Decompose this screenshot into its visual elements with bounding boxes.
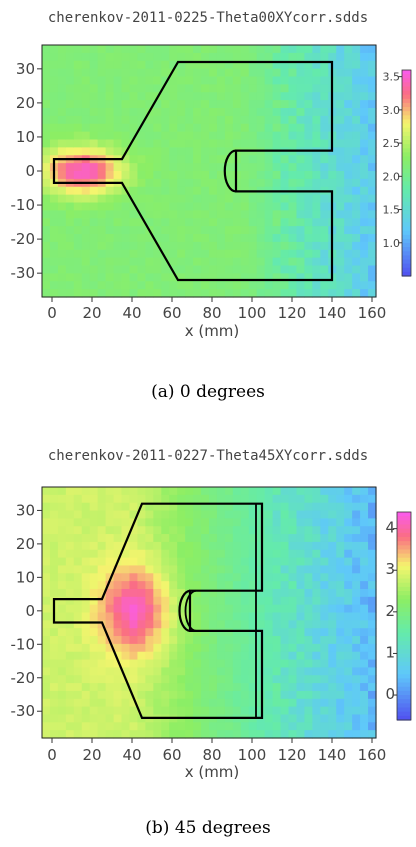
colorbar: 4 3 2 1 0 <box>385 511 412 721</box>
y-tick-label: -10 <box>11 635 36 653</box>
x-tick-label: 60 <box>162 304 181 322</box>
y-tick-label: 0 <box>25 162 35 180</box>
y-tick-label: 10 <box>16 128 35 146</box>
x-tick-label: 40 <box>122 746 141 764</box>
x-tick-label: 140 <box>318 746 347 764</box>
x-tick-label: 60 <box>162 746 181 764</box>
colorbar-tick-label: 3.5 <box>383 71 401 84</box>
heatmap-cells <box>42 487 377 739</box>
x-tick-label: 0 <box>47 304 57 322</box>
x-tick-label: 120 <box>278 304 307 322</box>
y-tick-label: 10 <box>16 568 35 586</box>
y-tick-label: 20 <box>16 535 35 553</box>
notch-curve <box>223 149 237 193</box>
x-axis-label: x (mm) <box>185 322 240 340</box>
chart-1: cherenkov-2011-0227-Theta45XYcorr.sdds 0 2… <box>11 448 412 781</box>
colorbar-tick-label: 1.5 <box>383 204 401 217</box>
x-tick-label: 100 <box>238 304 267 322</box>
colorbar-tick-label: 2.5 <box>383 137 401 150</box>
y-tick-label: -30 <box>11 702 36 720</box>
caption-a: (a) 0 degrees <box>151 382 265 402</box>
colorbar-tick-label: 4 <box>385 519 395 537</box>
heatmap-cells <box>42 45 377 298</box>
colorbar-tick-label: 0 <box>385 685 395 703</box>
chart-title: cherenkov-2011-0225-Theta00XYcorr.sdds <box>48 10 368 26</box>
caption-b: (b) 45 degrees <box>145 818 271 838</box>
x-tick-label: 140 <box>318 304 347 322</box>
chart-0: cherenkov-2011-0225-Theta00XYcorr.sdds 0 2… <box>11 10 412 340</box>
colorbar-tick-label: 2.0 <box>383 170 401 183</box>
x-tick-label: 20 <box>82 304 101 322</box>
x-tick-label: 40 <box>122 304 141 322</box>
y-tick-label: 30 <box>16 60 35 78</box>
y-tick-label: -20 <box>11 230 36 248</box>
colorbar-tick-label: 3 <box>385 560 395 578</box>
colorbar-tick-label: 2 <box>385 602 395 620</box>
x-tick-label: 120 <box>278 746 307 764</box>
x-tick-label: 0 <box>47 746 57 764</box>
colorbar-tick-label: 1.0 <box>383 237 401 250</box>
colorbar-tick-label: 1 <box>385 643 395 661</box>
y-tick-label: -20 <box>11 669 36 687</box>
colorbar-tick-label: 3.0 <box>383 104 401 117</box>
y-tick-label: -10 <box>11 196 36 214</box>
y-tick-label: 20 <box>16 94 35 112</box>
x-tick-label: 100 <box>238 746 267 764</box>
x-axis-label: x (mm) <box>185 763 240 781</box>
notch-curve <box>178 589 191 633</box>
plot-frame <box>41 486 377 739</box>
y-tick-label: 0 <box>25 602 35 620</box>
x-tick-label: 160 <box>358 746 387 764</box>
x-tick-label: 160 <box>358 304 387 322</box>
y-tick-label: 30 <box>16 501 35 519</box>
x-tick-label: 80 <box>202 304 221 322</box>
x-tick-label: 80 <box>202 746 221 764</box>
colorbar: 3.5 3.0 2.5 2.0 1.5 1.0 <box>383 69 412 277</box>
y-tick-label: -30 <box>11 264 36 282</box>
x-tick-label: 20 <box>82 746 101 764</box>
chart-title: cherenkov-2011-0227-Theta45XYcorr.sdds <box>48 448 368 464</box>
notch-curve-inner <box>184 589 197 632</box>
